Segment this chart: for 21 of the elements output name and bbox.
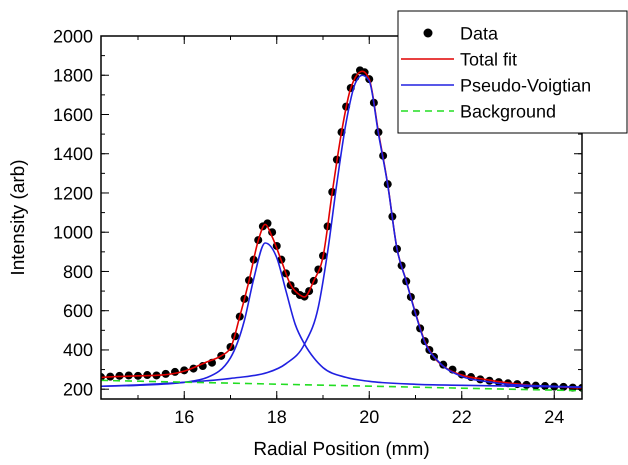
legend-label: Data	[460, 23, 500, 44]
x-tick-label: 18	[266, 407, 287, 427]
y-tick-label: 800	[62, 262, 93, 282]
y-tick-label: 1000	[52, 222, 93, 243]
legend-label: Background	[460, 101, 556, 122]
y-tick-label: 1400	[52, 144, 93, 164]
x-axis-title: Radial Position (mm)	[253, 439, 430, 460]
x-tick-label: 16	[174, 407, 194, 427]
y-tick-label: 2000	[52, 26, 93, 46]
x-tick-label: 20	[359, 407, 380, 427]
y-tick-label: 400	[62, 340, 93, 360]
y-axis-title: Intensity (arb)	[8, 159, 29, 276]
y-tick-label: 600	[62, 301, 93, 322]
y-tick-label: 200	[62, 379, 93, 400]
legend-label: Total fit	[460, 49, 518, 70]
y-tick-label: 1600	[52, 104, 93, 125]
y-tick-label: 1200	[52, 183, 93, 204]
x-tick-label: 24	[544, 407, 564, 427]
legend-label: Pseudo-Voigtian	[460, 75, 592, 96]
x-tick-label: 22	[452, 407, 472, 427]
y-tick-label: 1800	[52, 66, 93, 86]
